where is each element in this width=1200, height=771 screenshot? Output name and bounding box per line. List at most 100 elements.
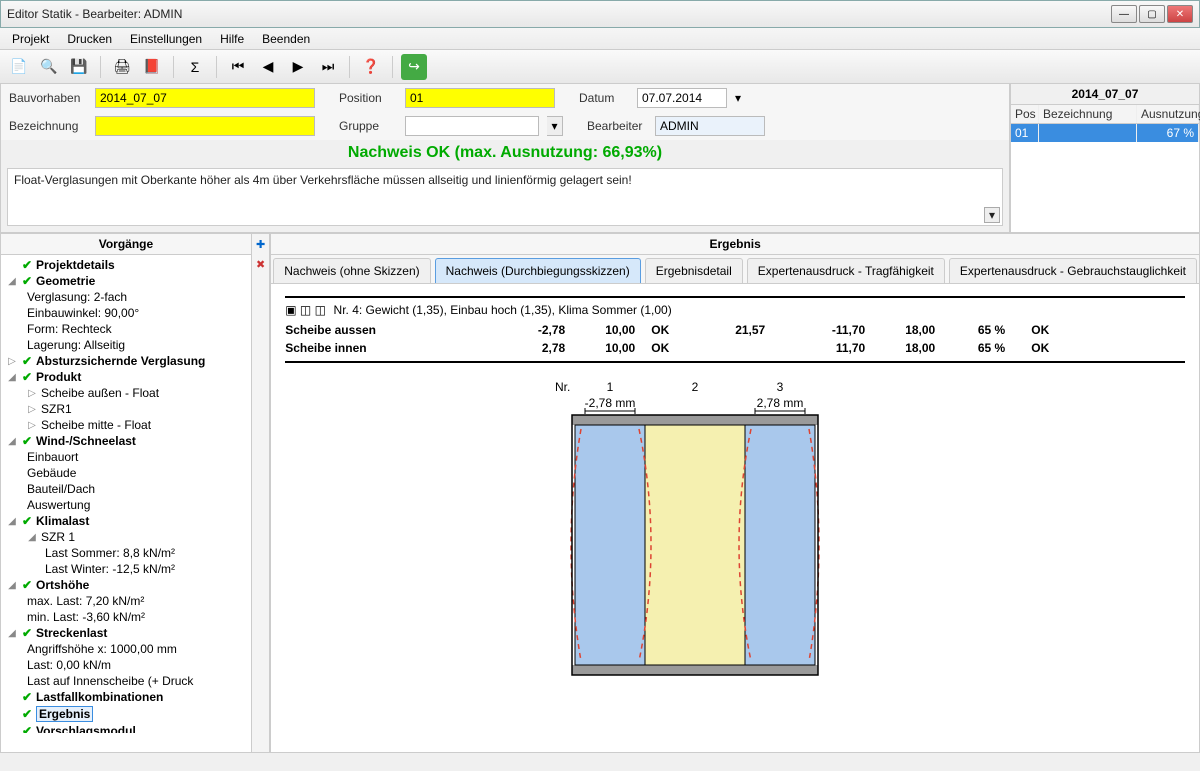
toolbar-btn-2[interactable]: 💾 — [66, 54, 92, 80]
tree-twisty-icon[interactable]: ◢ — [7, 516, 17, 527]
tree-node[interactable]: ◢✔Geometrie — [7, 273, 249, 289]
side-list-date: 2014_07_07 — [1011, 84, 1199, 105]
menu-projekt[interactable]: Projekt — [4, 29, 57, 49]
svg-text:2,78 mm: 2,78 mm — [757, 396, 804, 410]
tree-node[interactable]: Einbauort — [7, 449, 249, 465]
tree-node[interactable]: ▷Scheibe mitte - Float — [7, 417, 249, 433]
svg-text:-2,78 mm: -2,78 mm — [585, 396, 636, 410]
case-icons[interactable]: ▣ ◫ ◫ — [285, 303, 326, 317]
datum-label: Datum — [579, 91, 629, 105]
tree-add-icon[interactable]: ✚ — [253, 238, 269, 254]
position-input[interactable] — [405, 88, 555, 108]
menu-hilfe[interactable]: Hilfe — [212, 29, 252, 49]
tree-node[interactable]: Angriffshöhe x: 1000,00 mm — [7, 641, 249, 657]
menu-beenden[interactable]: Beenden — [254, 29, 318, 49]
check-icon: ✔ — [21, 258, 33, 272]
tree-node[interactable]: ◢✔Wind-/Schneelast — [7, 433, 249, 449]
tree-node[interactable]: Auswertung — [7, 497, 249, 513]
tree-node[interactable]: Einbauwinkel: 90,00° — [7, 305, 249, 321]
tree-node[interactable]: ✔Ergebnis — [7, 705, 249, 723]
tree-node[interactable]: Gebäude — [7, 465, 249, 481]
maximize-button[interactable]: ▢ — [1139, 5, 1165, 23]
menu-drucken[interactable]: Drucken — [59, 29, 120, 49]
tree-node[interactable]: Last auf Innenscheibe (+ Druck — [7, 673, 249, 689]
result-tab[interactable]: Nachweis (Durchbiegungsskizzen) — [435, 258, 641, 283]
check-icon: ✔ — [21, 707, 33, 721]
tree-label: Einbauort — [27, 450, 78, 464]
tree-node[interactable]: ◢✔Ortshöhe — [7, 577, 249, 593]
tree-label: Gebäude — [27, 466, 76, 480]
result-tab[interactable]: Ergebnisdetail — [645, 258, 743, 283]
tree-twisty-icon[interactable]: ◢ — [7, 372, 17, 383]
tree-twisty-icon[interactable]: ▷ — [27, 388, 37, 399]
datum-input[interactable] — [637, 88, 727, 108]
toolbar-btn-3[interactable]: 🖨 — [109, 54, 135, 80]
tree-node[interactable]: Bauteil/Dach — [7, 481, 249, 497]
menu-einstellungen[interactable]: Einstellungen — [122, 29, 210, 49]
bezeichnung-label: Bezeichnung — [9, 119, 87, 133]
tree-twisty-icon[interactable]: ◢ — [7, 276, 17, 287]
side-list-row[interactable]: 0167 % — [1011, 124, 1199, 142]
tree-label: Streckenlast — [36, 626, 107, 640]
toolbar-btn-0[interactable]: 📄 — [6, 54, 32, 80]
tree-twisty-icon[interactable]: ▷ — [27, 420, 37, 431]
result-tab[interactable]: Expertenausdruck - Tragfähigkeit — [747, 258, 945, 283]
tree-node[interactable]: Form: Rechteck — [7, 321, 249, 337]
bezeichnung-input[interactable] — [95, 116, 315, 136]
bearbeiter-label: Bearbeiter — [587, 119, 647, 133]
tree-twisty-icon[interactable]: ◢ — [7, 436, 17, 447]
bauvorhaben-input[interactable] — [95, 88, 315, 108]
tree-node[interactable]: ◢✔Streckenlast — [7, 625, 249, 641]
side-list: 2014_07_07 Pos Bezeichnung Ausnutzung 01… — [1010, 84, 1200, 233]
gruppe-dropdown-icon[interactable]: ▾ — [547, 116, 563, 136]
note-dropdown-icon[interactable]: ▾ — [984, 207, 1000, 223]
tree-node[interactable]: ✔Lastfallkombinationen — [7, 689, 249, 705]
tree-node[interactable]: ◢✔Klimalast — [7, 513, 249, 529]
tree-node[interactable]: min. Last: -3,60 kN/m² — [7, 609, 249, 625]
menubar: ProjektDruckenEinstellungenHilfeBeenden — [0, 28, 1200, 50]
case-text: Nr. 4: Gewicht (1,35), Einbau hoch (1,35… — [334, 303, 672, 317]
tree-twisty-icon[interactable]: ◢ — [7, 628, 17, 639]
tree-node[interactable]: ◢✔Produkt — [7, 369, 249, 385]
result-tab[interactable]: Nachweis (ohne Skizzen) — [273, 258, 430, 283]
toolbar-btn-1[interactable]: 🔍 — [36, 54, 62, 80]
tree-label: Last auf Innenscheibe (+ Druck — [27, 674, 193, 688]
tree-label: Form: Rechteck — [27, 322, 112, 336]
toolbar-btn-8[interactable]: ▶ — [285, 54, 311, 80]
tree-twisty-icon[interactable]: ◢ — [27, 532, 37, 543]
toolbar-btn-6[interactable]: ⏮ — [225, 54, 251, 80]
tree-node[interactable]: ▷SZR1 — [7, 401, 249, 417]
toolbar-btn-4[interactable]: 📕 — [139, 54, 165, 80]
tree-node[interactable]: Last: 0,00 kN/m — [7, 657, 249, 673]
side-list-header: Pos Bezeichnung Ausnutzung — [1011, 105, 1199, 124]
tree-node[interactable]: ◢SZR 1 — [7, 529, 249, 545]
tree-label: max. Last: 7,20 kN/m² — [27, 594, 144, 608]
tree-node[interactable]: ▷Scheibe außen - Float — [7, 385, 249, 401]
toolbar-btn-10[interactable]: ❓ — [358, 54, 384, 80]
tree-remove-icon[interactable]: ✖ — [253, 258, 269, 274]
bearbeiter-input[interactable] — [655, 116, 765, 136]
tree-label: Klimalast — [36, 514, 89, 528]
tree-node[interactable]: ✔Projektdetails — [7, 257, 249, 273]
toolbar-btn-11[interactable]: ↪ — [401, 54, 427, 80]
tree-label: Bauteil/Dach — [27, 482, 95, 496]
toolbar-btn-5[interactable]: Σ — [182, 54, 208, 80]
tree-node[interactable]: Last Sommer: 8,8 kN/m² — [7, 545, 249, 561]
toolbar-btn-9[interactable]: ⏭ — [315, 54, 341, 80]
tree-node[interactable]: Lagerung: Allseitig — [7, 337, 249, 353]
datum-dropdown-icon[interactable]: ▾ — [735, 91, 741, 105]
tree-node[interactable]: max. Last: 7,20 kN/m² — [7, 593, 249, 609]
result-tab[interactable]: Expertenausdruck - Gebrauchstauglichkeit — [949, 258, 1197, 283]
toolbar-btn-7[interactable]: ◀ — [255, 54, 281, 80]
gruppe-input[interactable] — [405, 116, 539, 136]
tree-twisty-icon[interactable]: ◢ — [7, 580, 17, 591]
tree-node[interactable]: Last Winter: -12,5 kN/m² — [7, 561, 249, 577]
tree-node[interactable]: ▷✔Absturzsichernde Verglasung — [7, 353, 249, 369]
tree-node[interactable]: ✔Vorschlagsmodul — [7, 723, 249, 733]
result-header: Ergebnis — [271, 234, 1199, 255]
close-button[interactable]: ✕ — [1167, 5, 1193, 23]
minimize-button[interactable]: — — [1111, 5, 1137, 23]
tree-twisty-icon[interactable]: ▷ — [7, 356, 17, 367]
tree-twisty-icon[interactable]: ▷ — [27, 404, 37, 415]
tree-node[interactable]: Verglasung: 2-fach — [7, 289, 249, 305]
